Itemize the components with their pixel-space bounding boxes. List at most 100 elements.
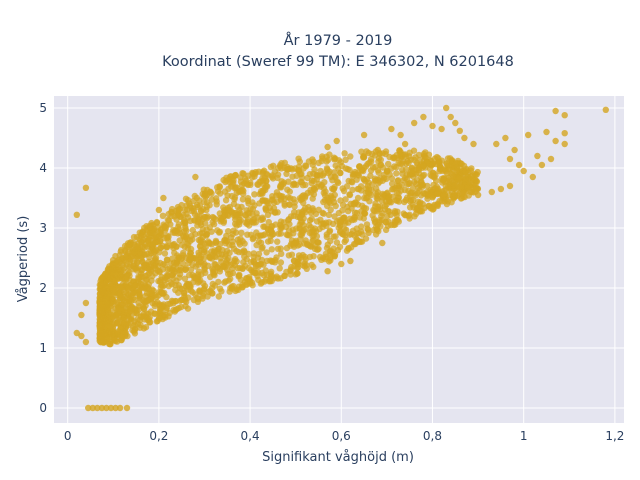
data-point [263,182,270,189]
data-point [506,182,514,190]
data-point [160,194,167,202]
data-point [410,167,417,174]
x-tick-label: 0,8 [423,429,442,443]
data-point [409,201,416,208]
data-point [277,245,284,252]
data-point [525,131,532,139]
data-point [192,263,199,270]
data-point [120,320,127,328]
data-point [190,207,198,215]
data-point [330,154,338,161]
data-point [133,267,141,274]
data-point [281,200,288,208]
data-point [172,298,180,305]
data-point [291,199,298,206]
data-point [140,325,148,332]
data-point [144,297,151,304]
data-point [267,237,274,244]
data-point [205,238,212,245]
data-point [144,283,151,291]
data-point [325,211,333,219]
data-point [218,251,225,258]
data-point [249,235,256,243]
data-point [359,167,367,175]
data-point [327,200,334,207]
data-point [429,122,436,130]
data-point [288,240,295,247]
data-point [153,218,161,226]
data-point [233,184,240,191]
data-point [395,177,402,184]
data-point [284,166,291,173]
data-point [200,213,208,221]
data-point [411,190,418,197]
data-point [261,278,268,285]
data-point [100,337,107,345]
data-point [263,249,270,256]
data-point [176,274,183,281]
x-tick-label: 0,6 [332,429,351,443]
data-point [240,187,247,195]
data-point [259,170,266,177]
data-point [233,212,240,219]
data-point [420,171,428,179]
data-point [355,185,363,192]
data-point [317,172,324,179]
data-point [231,194,239,201]
data-point [349,179,356,186]
data-point [474,191,482,199]
data-point [187,217,194,225]
data-point [292,271,299,278]
data-point [399,160,406,167]
data-point [395,198,403,205]
data-point [415,151,423,159]
data-point [377,203,384,210]
data-point [73,211,81,218]
data-point [384,189,391,196]
data-point [105,340,113,347]
data-point [278,250,285,257]
data-point [339,185,346,192]
data-point [118,336,125,344]
data-point [131,249,138,256]
data-point [245,172,252,179]
data-point [320,198,327,206]
data-point [265,218,272,226]
data-point [143,230,150,238]
data-point [341,225,348,232]
x-tick-label: 0,2 [149,429,168,443]
data-point [159,266,167,273]
data-point [443,200,451,208]
data-point [360,131,368,139]
data-point [197,207,205,215]
data-point [230,227,237,234]
data-point [319,254,327,261]
data-point [339,230,346,238]
data-point [97,330,105,337]
data-point [189,226,196,234]
data-point [339,207,346,214]
data-point [353,230,361,237]
data-point [164,300,172,308]
data-point [151,234,158,241]
data-point [103,404,110,412]
data-point [347,153,354,160]
data-point [397,131,404,139]
data-point [294,264,302,271]
data-point [168,209,175,216]
data-point [146,314,153,321]
data-point [148,277,155,284]
data-point [372,163,379,171]
data-point [238,229,245,236]
data-point [379,239,386,247]
data-point [169,272,176,279]
data-point [206,224,213,231]
data-point [395,184,402,192]
data-point [216,285,224,292]
data-point [277,230,284,237]
data-point [353,209,360,217]
y-tick-label: 4 [39,161,47,175]
data-point [464,184,471,191]
data-point [375,169,382,176]
data-point [602,106,609,114]
